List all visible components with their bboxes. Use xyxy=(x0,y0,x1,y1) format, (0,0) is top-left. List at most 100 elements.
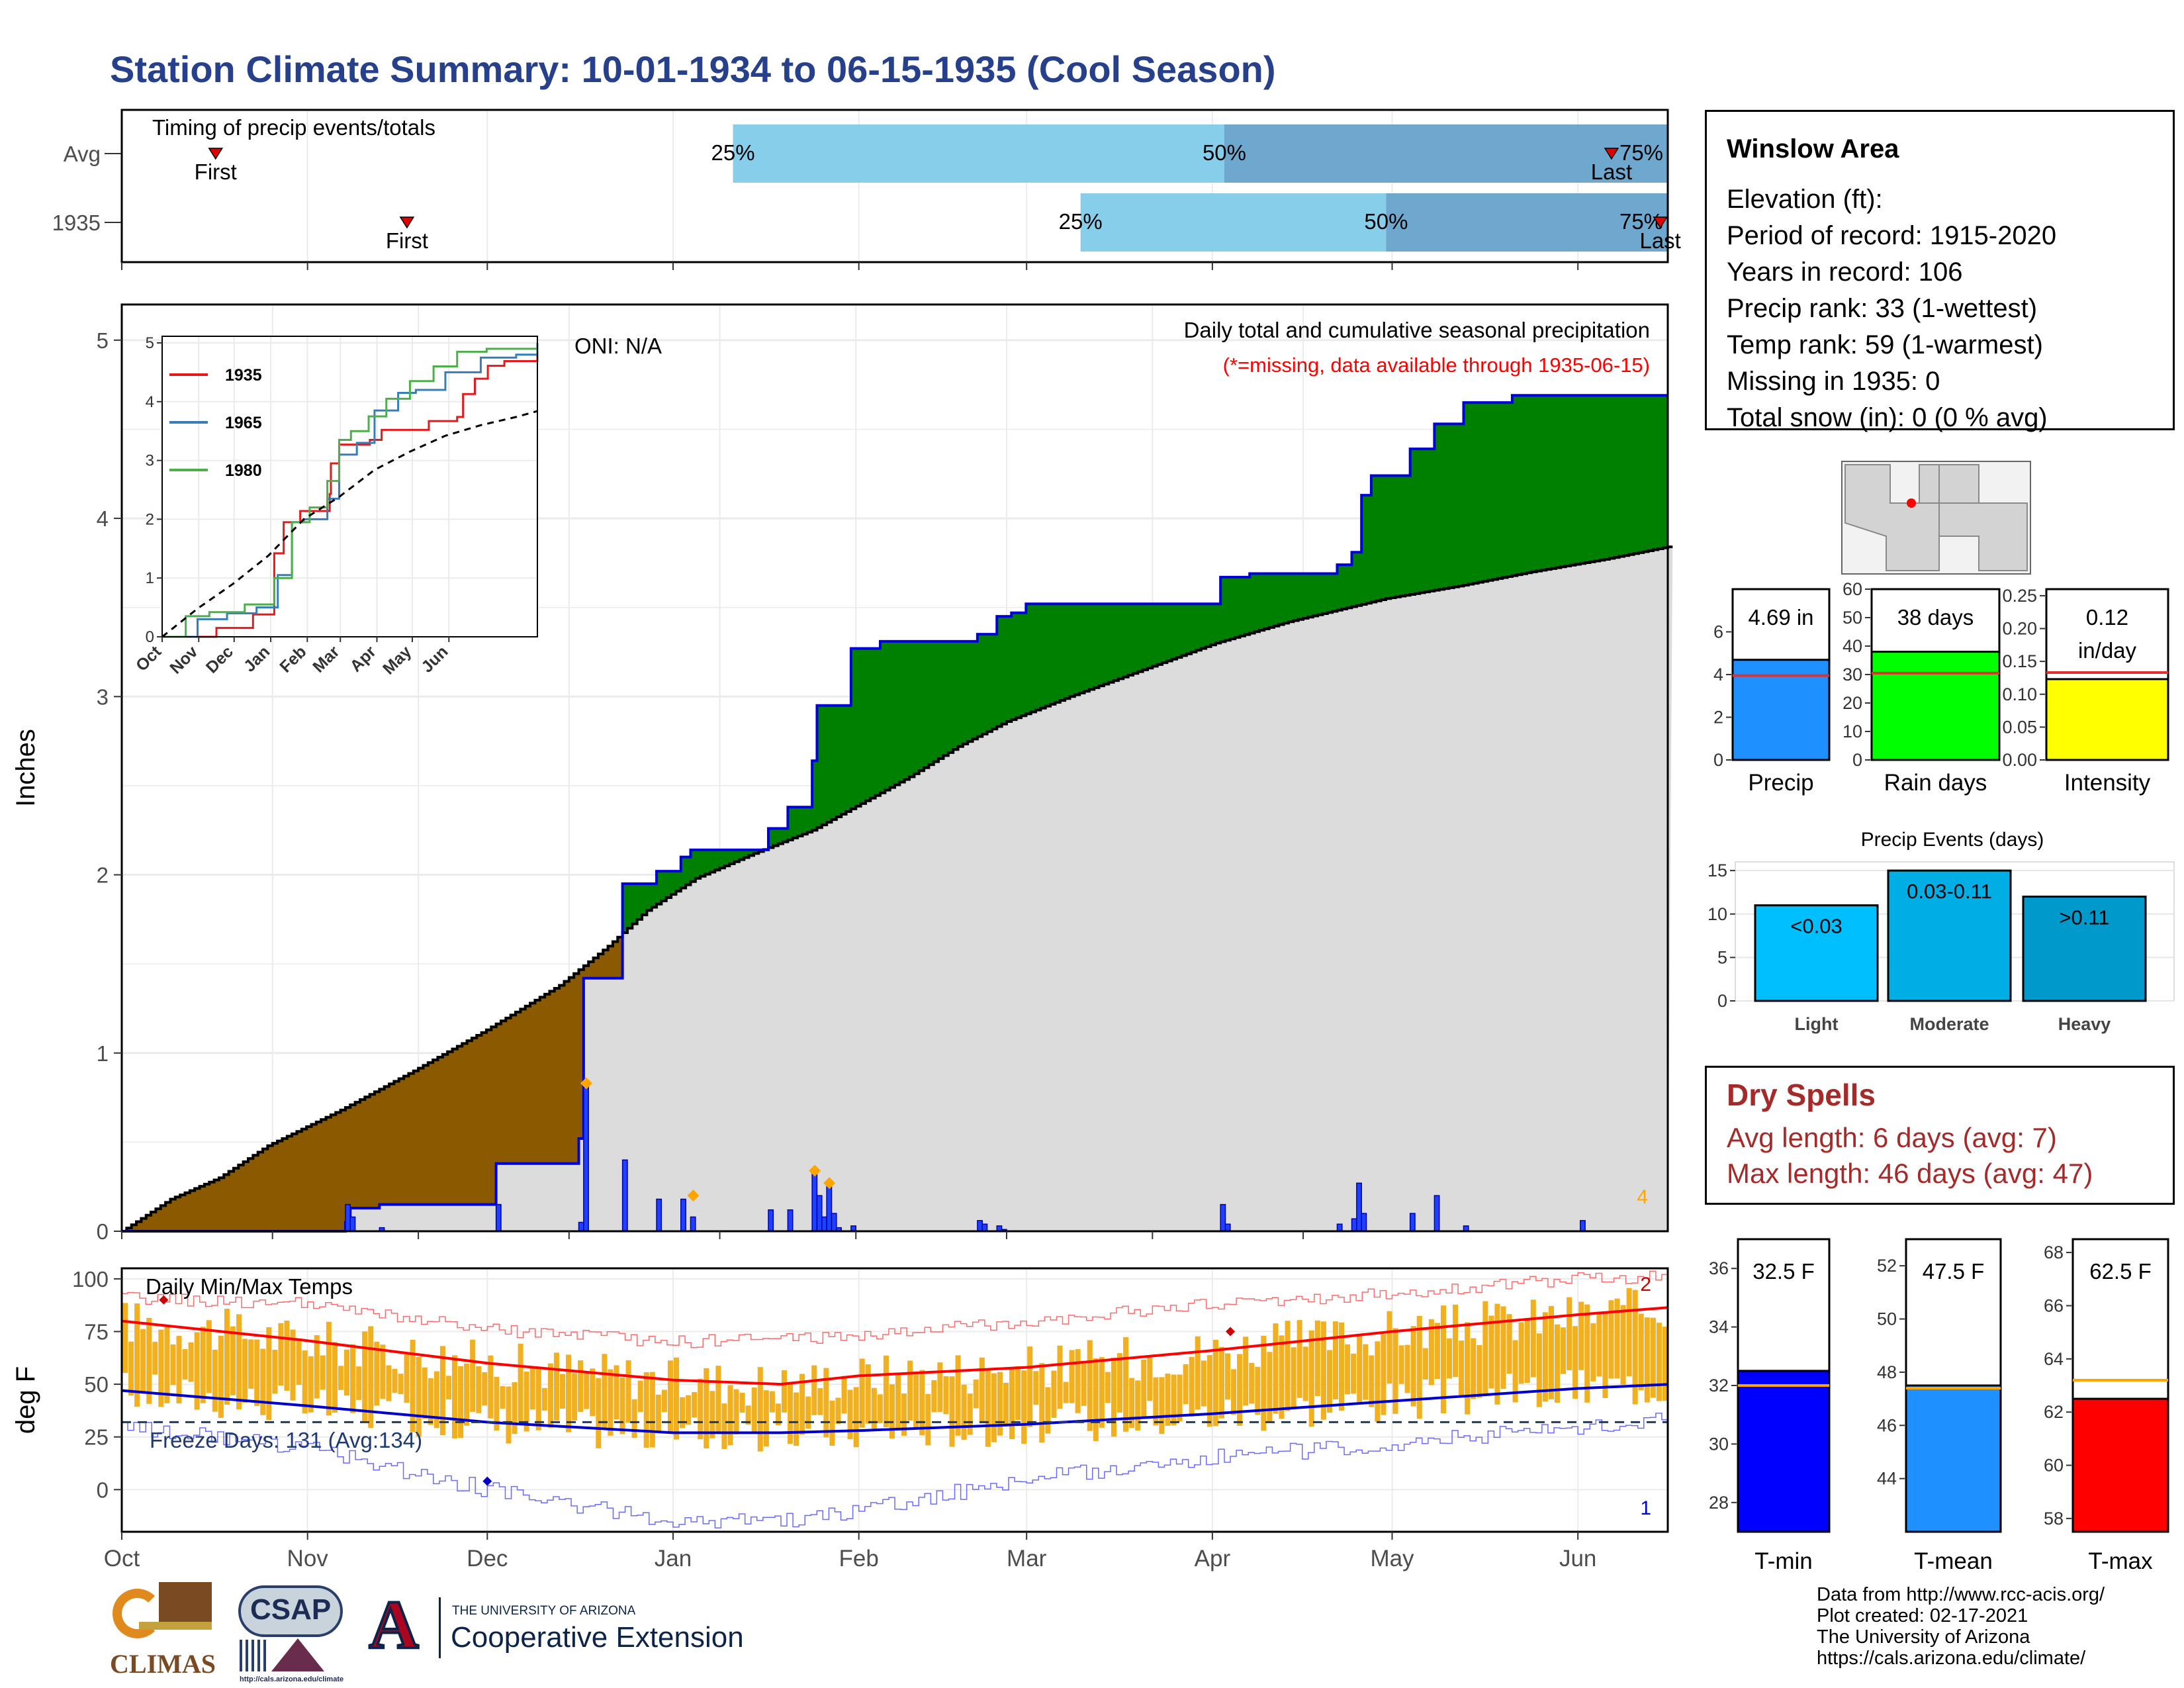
record-marker-icon xyxy=(159,1295,169,1305)
daily-temp-bar xyxy=(1542,1312,1548,1402)
above-average-fill xyxy=(1215,604,1221,643)
snow-marker-icon xyxy=(580,1077,592,1090)
event-bar-label: Heavy xyxy=(2058,1014,2111,1034)
above-average-fill xyxy=(1162,604,1167,663)
temp-summary-label: T-min xyxy=(1754,1548,1813,1574)
above-average-fill xyxy=(1167,604,1173,661)
below-average-fill xyxy=(500,1021,506,1164)
above-average-fill xyxy=(1006,616,1012,722)
daily-temp-bar xyxy=(392,1368,398,1393)
daily-temp-bar xyxy=(386,1365,392,1401)
daily-temp-bar xyxy=(1105,1372,1111,1403)
mini-bar-y-tick-label: 6 xyxy=(1713,622,1723,642)
temp-summary-bar xyxy=(1737,1370,1831,1533)
daily-temp-bar xyxy=(811,1365,817,1415)
below-average-fill xyxy=(608,946,614,978)
daily-temp-bar xyxy=(1261,1336,1267,1431)
daily-temp-bar xyxy=(272,1350,278,1394)
above-average-fill xyxy=(1459,424,1465,586)
below-average-fill xyxy=(428,1062,433,1205)
daily-temp-bar xyxy=(451,1355,458,1439)
above-average-fill xyxy=(768,828,774,848)
daily-temp-bar xyxy=(907,1360,913,1421)
daily-temp-bar xyxy=(242,1338,248,1403)
info-line: Precip rank: 33 (1-wettest) xyxy=(1727,294,2038,323)
precip-panel: 4 Daily total and cumulative seasonal pre… xyxy=(11,303,1673,1244)
above-average-fill xyxy=(1633,395,1639,554)
above-average-fill xyxy=(1138,604,1144,672)
above-average-fill xyxy=(695,849,701,878)
daily-precip-bar xyxy=(1409,1213,1416,1232)
below-average-fill xyxy=(209,1182,215,1231)
above-average-fill xyxy=(1293,573,1299,621)
above-average-fill xyxy=(1371,475,1377,602)
above-average-fill xyxy=(914,641,920,774)
daily-temp-bar xyxy=(553,1352,559,1421)
below-average-fill xyxy=(433,1060,439,1205)
below-average-fill xyxy=(520,1009,526,1164)
dry-spells-max: Max length: 46 days (avg: 47) xyxy=(1727,1158,2093,1189)
first-marker-icon xyxy=(399,216,415,229)
daily-temp-bar xyxy=(1171,1374,1177,1426)
daily-temp-bar xyxy=(1218,1346,1224,1419)
above-average-fill xyxy=(1128,604,1134,675)
temp-summary-y-tick-label: 32 xyxy=(1709,1376,1729,1395)
daily-temp-bar xyxy=(1512,1340,1518,1403)
above-average-fill xyxy=(870,648,876,798)
above-average-fill xyxy=(1482,402,1488,582)
inset-x-tick-label: Feb xyxy=(276,642,310,676)
event-bar-value-label: >0.11 xyxy=(2059,906,2109,929)
info-line: Period of record: 1915-2020 xyxy=(1727,221,2057,250)
daily-temp-bar xyxy=(1045,1387,1051,1434)
above-average-fill xyxy=(1488,402,1494,581)
above-average-fill xyxy=(924,641,930,768)
above-average-fill xyxy=(1157,604,1163,665)
below-average-fill xyxy=(253,1155,259,1231)
daily-temp-bar xyxy=(506,1386,512,1444)
above-average-fill xyxy=(1079,604,1085,693)
month-label: Apr xyxy=(1195,1546,1231,1571)
below-average-fill xyxy=(263,1149,268,1231)
below-average-fill xyxy=(408,1073,414,1205)
timing-panel: Timing of precip events/totals Avg 25% 50% 7… xyxy=(52,109,1681,270)
above-average-fill xyxy=(1259,573,1265,631)
above-average-fill xyxy=(657,871,662,904)
mini-bar-value xyxy=(1870,651,2001,761)
above-average-fill xyxy=(1342,565,1347,609)
above-average-fill xyxy=(705,849,711,874)
below-average-fill xyxy=(248,1158,253,1231)
daily-temp-bar xyxy=(476,1366,482,1413)
above-average-fill xyxy=(1395,475,1401,597)
daily-temp-bar xyxy=(1291,1347,1297,1409)
daily-temp-bar xyxy=(1165,1373,1171,1426)
freeze-days-label: Freeze Days: 131 (Avg:134) xyxy=(150,1428,422,1452)
above-average-fill xyxy=(1069,604,1075,697)
month-label: Jun xyxy=(1559,1546,1596,1571)
daily-temp-bar xyxy=(1087,1340,1093,1431)
below-average-fill xyxy=(603,950,609,978)
above-average-fill xyxy=(1244,577,1250,635)
event-bar xyxy=(2022,896,2147,1002)
daily-temp-bar xyxy=(541,1387,547,1411)
daily-precip-bar xyxy=(996,1225,1003,1232)
daily-temp-bar xyxy=(464,1363,470,1426)
above-average-fill xyxy=(1653,395,1659,550)
daily-temp-bar xyxy=(518,1343,523,1422)
above-average-fill xyxy=(1356,552,1362,606)
daily-temp-bar xyxy=(1201,1360,1206,1407)
below-average-fill xyxy=(199,1186,205,1231)
temp-y-tick-label: 100 xyxy=(72,1267,109,1291)
above-average-fill xyxy=(1390,475,1396,598)
daily-temp-bar xyxy=(769,1391,775,1413)
below-average-fill xyxy=(423,1065,429,1205)
info-line: Missing in 1935: 0 xyxy=(1727,367,1940,396)
daily-temp-bar xyxy=(1075,1349,1081,1413)
daily-temp-bar xyxy=(290,1329,296,1401)
daily-temp-bar xyxy=(374,1341,380,1406)
daily-temp-bar xyxy=(1494,1303,1500,1405)
above-average-fill xyxy=(802,807,808,835)
mini-bar-value-label: 0.12 xyxy=(2086,605,2128,630)
below-average-fill xyxy=(306,1127,312,1231)
above-average-fill xyxy=(1191,604,1197,652)
daily-temp-bar xyxy=(1351,1353,1357,1394)
